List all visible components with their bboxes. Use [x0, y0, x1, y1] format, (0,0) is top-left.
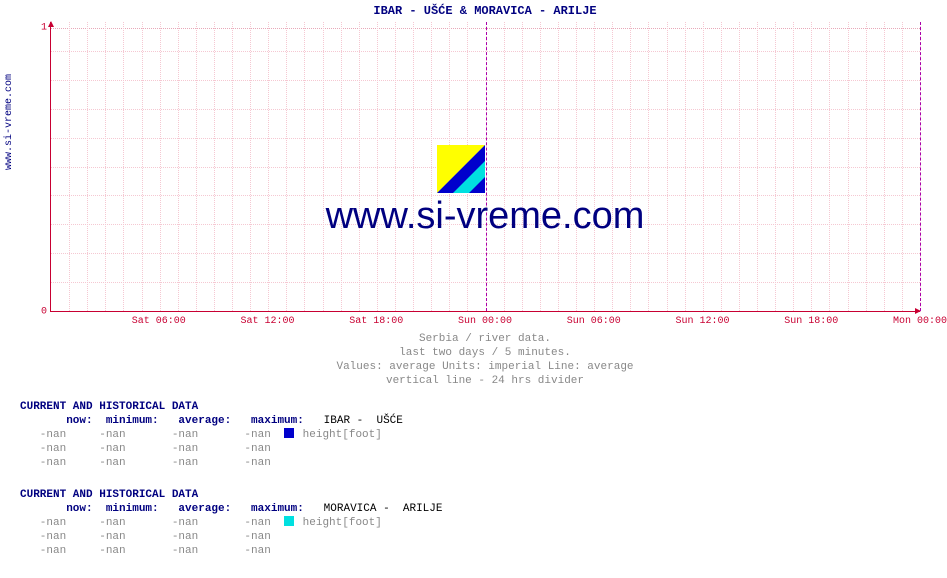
series-swatch-icon: [284, 516, 294, 526]
table-row: -nan -nan -nan -nan: [20, 442, 403, 456]
x-tick: Sat 12:00: [240, 316, 294, 327]
table-row: -nan -nan -nan -nan: [20, 544, 442, 558]
subtitle-line-1: Serbia / river data.: [50, 332, 920, 346]
table-header: CURRENT AND HISTORICAL DATA: [20, 400, 403, 414]
y-tick-1: 1: [32, 23, 47, 34]
table-columns: now: minimum: average: maximum: IBAR - U…: [20, 414, 403, 428]
table-row: -nan -nan -nan -nan height[foot]: [20, 428, 403, 442]
site-logo-icon: [437, 145, 485, 193]
data-table-2: CURRENT AND HISTORICAL DATA now: minimum…: [20, 488, 442, 558]
subtitle-line-4: vertical line - 24 hrs divider: [50, 374, 920, 388]
x-tick: Sun 18:00: [784, 316, 838, 327]
data-table-1: CURRENT AND HISTORICAL DATA now: minimum…: [20, 400, 403, 470]
x-tick: Sun 06:00: [567, 316, 621, 327]
chart-title: IBAR - UŠĆE & MORAVICA - ARILJE: [50, 4, 920, 18]
x-tick: Sun 00:00: [458, 316, 512, 327]
watermark-text: www.si-vreme.com: [50, 195, 920, 238]
table-header: CURRENT AND HISTORICAL DATA: [20, 488, 442, 502]
table-row: -nan -nan -nan -nan: [20, 456, 403, 470]
subtitle-line-2: last two days / 5 minutes.: [50, 346, 920, 360]
x-tick: Sat 06:00: [132, 316, 186, 327]
side-url-label: www.si-vreme.com: [4, 74, 15, 170]
table-row: -nan -nan -nan -nan: [20, 530, 442, 544]
series-swatch-icon: [284, 428, 294, 438]
x-tick: Sat 18:00: [349, 316, 403, 327]
table-columns: now: minimum: average: maximum: MORAVICA…: [20, 502, 442, 516]
table-row: -nan -nan -nan -nan height[foot]: [20, 516, 442, 530]
chart-subtitle: Serbia / river data. last two days / 5 m…: [50, 332, 920, 388]
x-tick: Sun 12:00: [675, 316, 729, 327]
y-tick-0: 0: [32, 307, 47, 318]
x-tick: Mon 00:00: [893, 316, 947, 327]
subtitle-line-3: Values: average Units: imperial Line: av…: [50, 360, 920, 374]
plot-area: [50, 22, 920, 312]
